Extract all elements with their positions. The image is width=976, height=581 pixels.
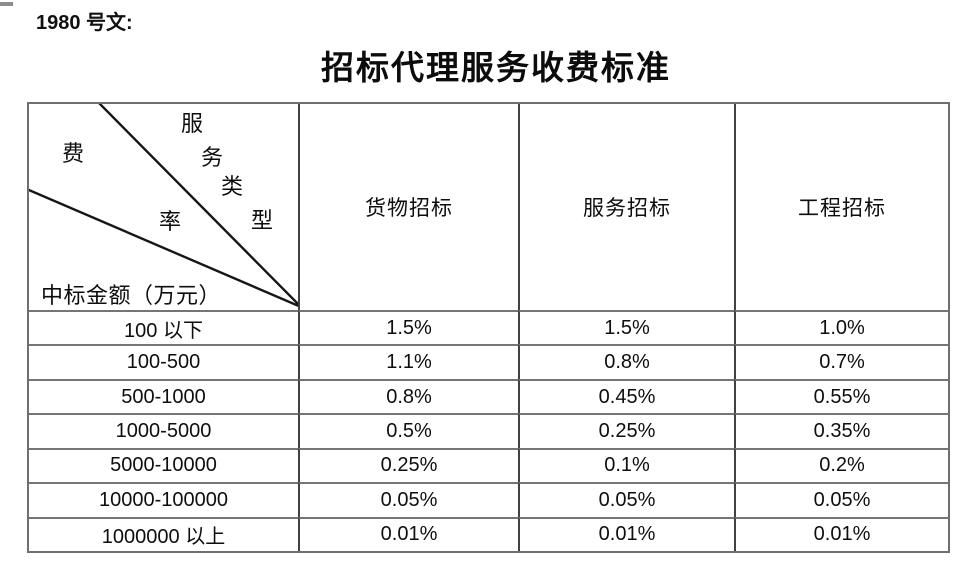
column-header-engineering: 工程招标 xyxy=(734,104,948,310)
fee-value: 0.8% xyxy=(518,344,734,379)
corner-service-char-1: 服 xyxy=(181,111,204,136)
fee-value: 0.5% xyxy=(298,413,518,448)
row-label: 1000000 以上 xyxy=(29,516,298,551)
corner-service-char-3: 类 xyxy=(221,174,244,199)
fee-value: 1.5% xyxy=(298,310,518,345)
fee-value: 0.55% xyxy=(734,378,948,414)
fee-value: 1.1% xyxy=(298,344,518,379)
fee-value: 0.05% xyxy=(518,482,734,517)
fee-value: 0.7% xyxy=(734,344,948,379)
row-label: 10000-100000 xyxy=(29,482,298,516)
fee-value: 0.8% xyxy=(298,378,518,414)
row-label: 100 以下 xyxy=(29,310,298,344)
fee-value: 0.05% xyxy=(734,482,948,517)
corner-service-char-4: 型 xyxy=(251,208,274,233)
doc-number: 1980 号文: xyxy=(36,12,133,34)
fee-value: 0.25% xyxy=(298,447,518,483)
fee-table: 服 务 类 型 费 率 中标金额（万元） 货物招标 服务招标 工程招标 100 … xyxy=(27,102,950,553)
fee-value: 1.0% xyxy=(734,310,948,345)
row-label: 5000-10000 xyxy=(29,447,298,482)
fee-value: 0.1% xyxy=(518,447,734,483)
fee-value: 0.25% xyxy=(518,413,734,448)
row-label: 100-500 xyxy=(29,344,298,378)
fee-value: 0.01% xyxy=(518,516,734,551)
column-header-goods: 货物招标 xyxy=(298,104,518,310)
corner-header-cell: 服 务 类 型 费 率 中标金额（万元） xyxy=(29,104,298,310)
fee-value: 0.05% xyxy=(298,482,518,517)
diagonal-divider-lines xyxy=(29,104,298,308)
fee-value: 0.2% xyxy=(734,447,948,483)
fee-value: 0.01% xyxy=(734,516,948,551)
row-label: 1000-5000 xyxy=(29,413,298,447)
fee-value: 1.5% xyxy=(518,310,734,345)
column-header-services: 服务招标 xyxy=(518,104,734,310)
row-axis-label: 中标金额（万元） xyxy=(41,283,222,308)
fee-value: 0.45% xyxy=(518,378,734,414)
fee-value: 0.35% xyxy=(734,413,948,448)
document-title: 招标代理服务收费标准 xyxy=(321,51,671,87)
corner-rate-char-2: 率 xyxy=(159,209,182,234)
row-label: 500-1000 xyxy=(29,378,298,413)
corner-service-char-2: 务 xyxy=(201,145,224,170)
fee-value: 0.01% xyxy=(298,516,518,551)
page-edge-artifact xyxy=(0,2,13,6)
corner-rate-char-1: 费 xyxy=(62,141,85,166)
